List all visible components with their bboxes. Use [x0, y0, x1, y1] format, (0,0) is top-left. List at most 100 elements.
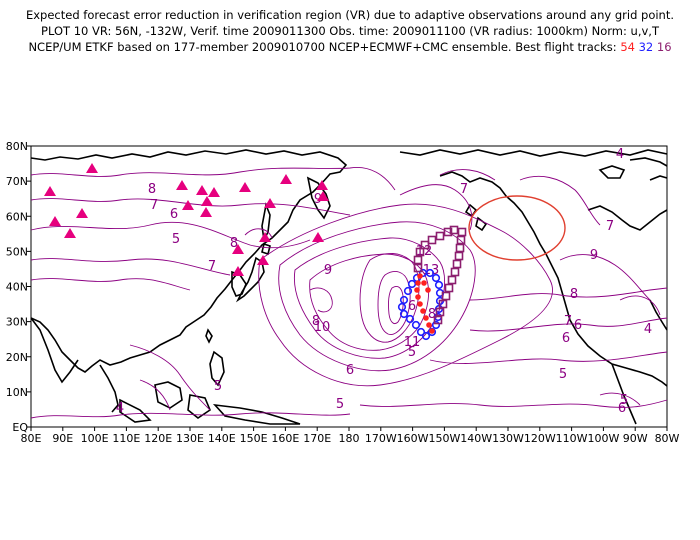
triangle-marker	[76, 208, 88, 218]
lon-tick-label: 90W	[623, 432, 648, 445]
contour-label: 6	[574, 318, 582, 333]
contour-label: 4	[644, 322, 652, 337]
lon-tick-label: 170E	[303, 432, 331, 445]
contour-label: 7	[150, 198, 158, 213]
triangle-marker	[201, 196, 213, 206]
verification-region-circle	[468, 195, 566, 261]
track-54-marker	[423, 315, 429, 321]
track-16-marker	[457, 227, 467, 237]
track-16-marker	[452, 259, 462, 269]
longitude-axis: 80E 90E 100E 110E 120E 130E 140E 150E 160E 170E 18…	[21, 427, 680, 445]
lon-tick-label: 150E	[240, 432, 268, 445]
lon-tick-label: 100E	[81, 432, 109, 445]
contour-label: 7	[564, 314, 572, 329]
observation-triangles	[44, 163, 329, 276]
track-54-marker	[415, 294, 421, 300]
contour-label: 5	[559, 367, 567, 382]
contour-label: 7	[606, 219, 614, 234]
track-32-marker	[403, 286, 413, 296]
lon-tick-label: 100W	[587, 432, 619, 445]
triangle-marker	[208, 187, 220, 197]
triangle-marker	[200, 207, 212, 217]
triangle-marker	[232, 244, 244, 254]
triangle-marker	[49, 216, 61, 226]
lat-tick-label: 40N	[6, 281, 28, 294]
track-54-marker	[421, 280, 427, 286]
track-32-marker	[434, 280, 444, 290]
lon-tick-label: 110W	[556, 432, 588, 445]
contour-label: 8	[570, 287, 578, 302]
contour-label: 6	[408, 299, 416, 314]
track-16-marker	[435, 307, 445, 317]
track-16-marker	[450, 267, 460, 277]
lon-tick-label: 110E	[112, 432, 140, 445]
lon-tick-label: 140E	[208, 432, 236, 445]
track-32-marker	[397, 302, 407, 312]
triangle-marker	[259, 232, 271, 242]
track-label-16: 16	[656, 40, 672, 54]
track-16-marker	[413, 255, 423, 265]
track-16-marker	[413, 263, 423, 273]
track-54-marker	[420, 308, 426, 314]
lat-tick-label: 30N	[6, 316, 28, 329]
track-54-marker	[414, 287, 420, 293]
contour-label: 5	[620, 393, 628, 408]
track-16-marker	[449, 225, 459, 235]
contour-label: 5	[214, 379, 222, 394]
contour-label: 8	[428, 307, 436, 322]
triangle-marker	[44, 186, 56, 196]
track-54-marker	[425, 287, 431, 293]
lat-tick-label: 20N	[6, 351, 28, 364]
contour-label: 8	[148, 182, 156, 197]
contour-label: 7	[460, 182, 468, 197]
contour-label: 6	[562, 331, 570, 346]
lon-tick-label: 140W	[460, 432, 492, 445]
contour-label: 4	[616, 147, 624, 162]
lat-tick-label: 50N	[6, 245, 28, 258]
contour-label: 6	[170, 207, 178, 222]
lon-tick-label: 170W	[365, 432, 397, 445]
triangle-marker	[196, 185, 208, 195]
track-16-marker	[456, 235, 466, 245]
triangle-marker	[264, 198, 276, 208]
triangle-marker	[257, 255, 269, 265]
track-label-54: 54	[620, 40, 635, 54]
track-32-marker	[411, 320, 421, 330]
track-54-marker	[417, 273, 423, 279]
track-16-marker	[438, 299, 448, 309]
lon-tick-label: 130W	[492, 432, 524, 445]
triangle-marker	[280, 174, 292, 184]
contour-label: 5	[172, 232, 180, 247]
flight-track-16	[413, 225, 467, 325]
lon-tick-label: 120W	[524, 432, 556, 445]
track-54-marker	[426, 322, 432, 328]
lon-tick-label: 160W	[397, 432, 429, 445]
track-32-marker	[399, 309, 409, 319]
contour-label: 7	[208, 259, 216, 274]
lon-tick-label: 80W	[655, 432, 680, 445]
track-16-marker	[444, 283, 454, 293]
track-54-marker	[415, 280, 421, 286]
track-16-marker	[441, 291, 451, 301]
flight-track-54	[414, 273, 435, 334]
title-line-3-text: NCEP/UM ETKF based on 177-member 2009010…	[28, 40, 617, 54]
track-label-32: 32	[638, 40, 654, 54]
lat-tick-label: 70N	[6, 175, 28, 188]
lon-tick-label: 80E	[21, 432, 42, 445]
lat-tick-label: 10N	[6, 386, 28, 399]
contour-label: 10	[314, 320, 331, 335]
triangle-marker	[317, 191, 329, 201]
track-16-marker	[433, 315, 443, 325]
contour-label: 9	[590, 248, 598, 263]
contour-lines	[30, 167, 668, 419]
triangle-marker	[312, 232, 324, 242]
contour-label: 5	[336, 397, 344, 412]
contour-label: 6	[346, 363, 354, 378]
lon-tick-label: 120E	[144, 432, 172, 445]
triangle-marker	[64, 228, 76, 238]
track-32-marker	[431, 273, 441, 283]
track-16-marker	[455, 243, 465, 253]
track-16-marker	[420, 240, 430, 250]
